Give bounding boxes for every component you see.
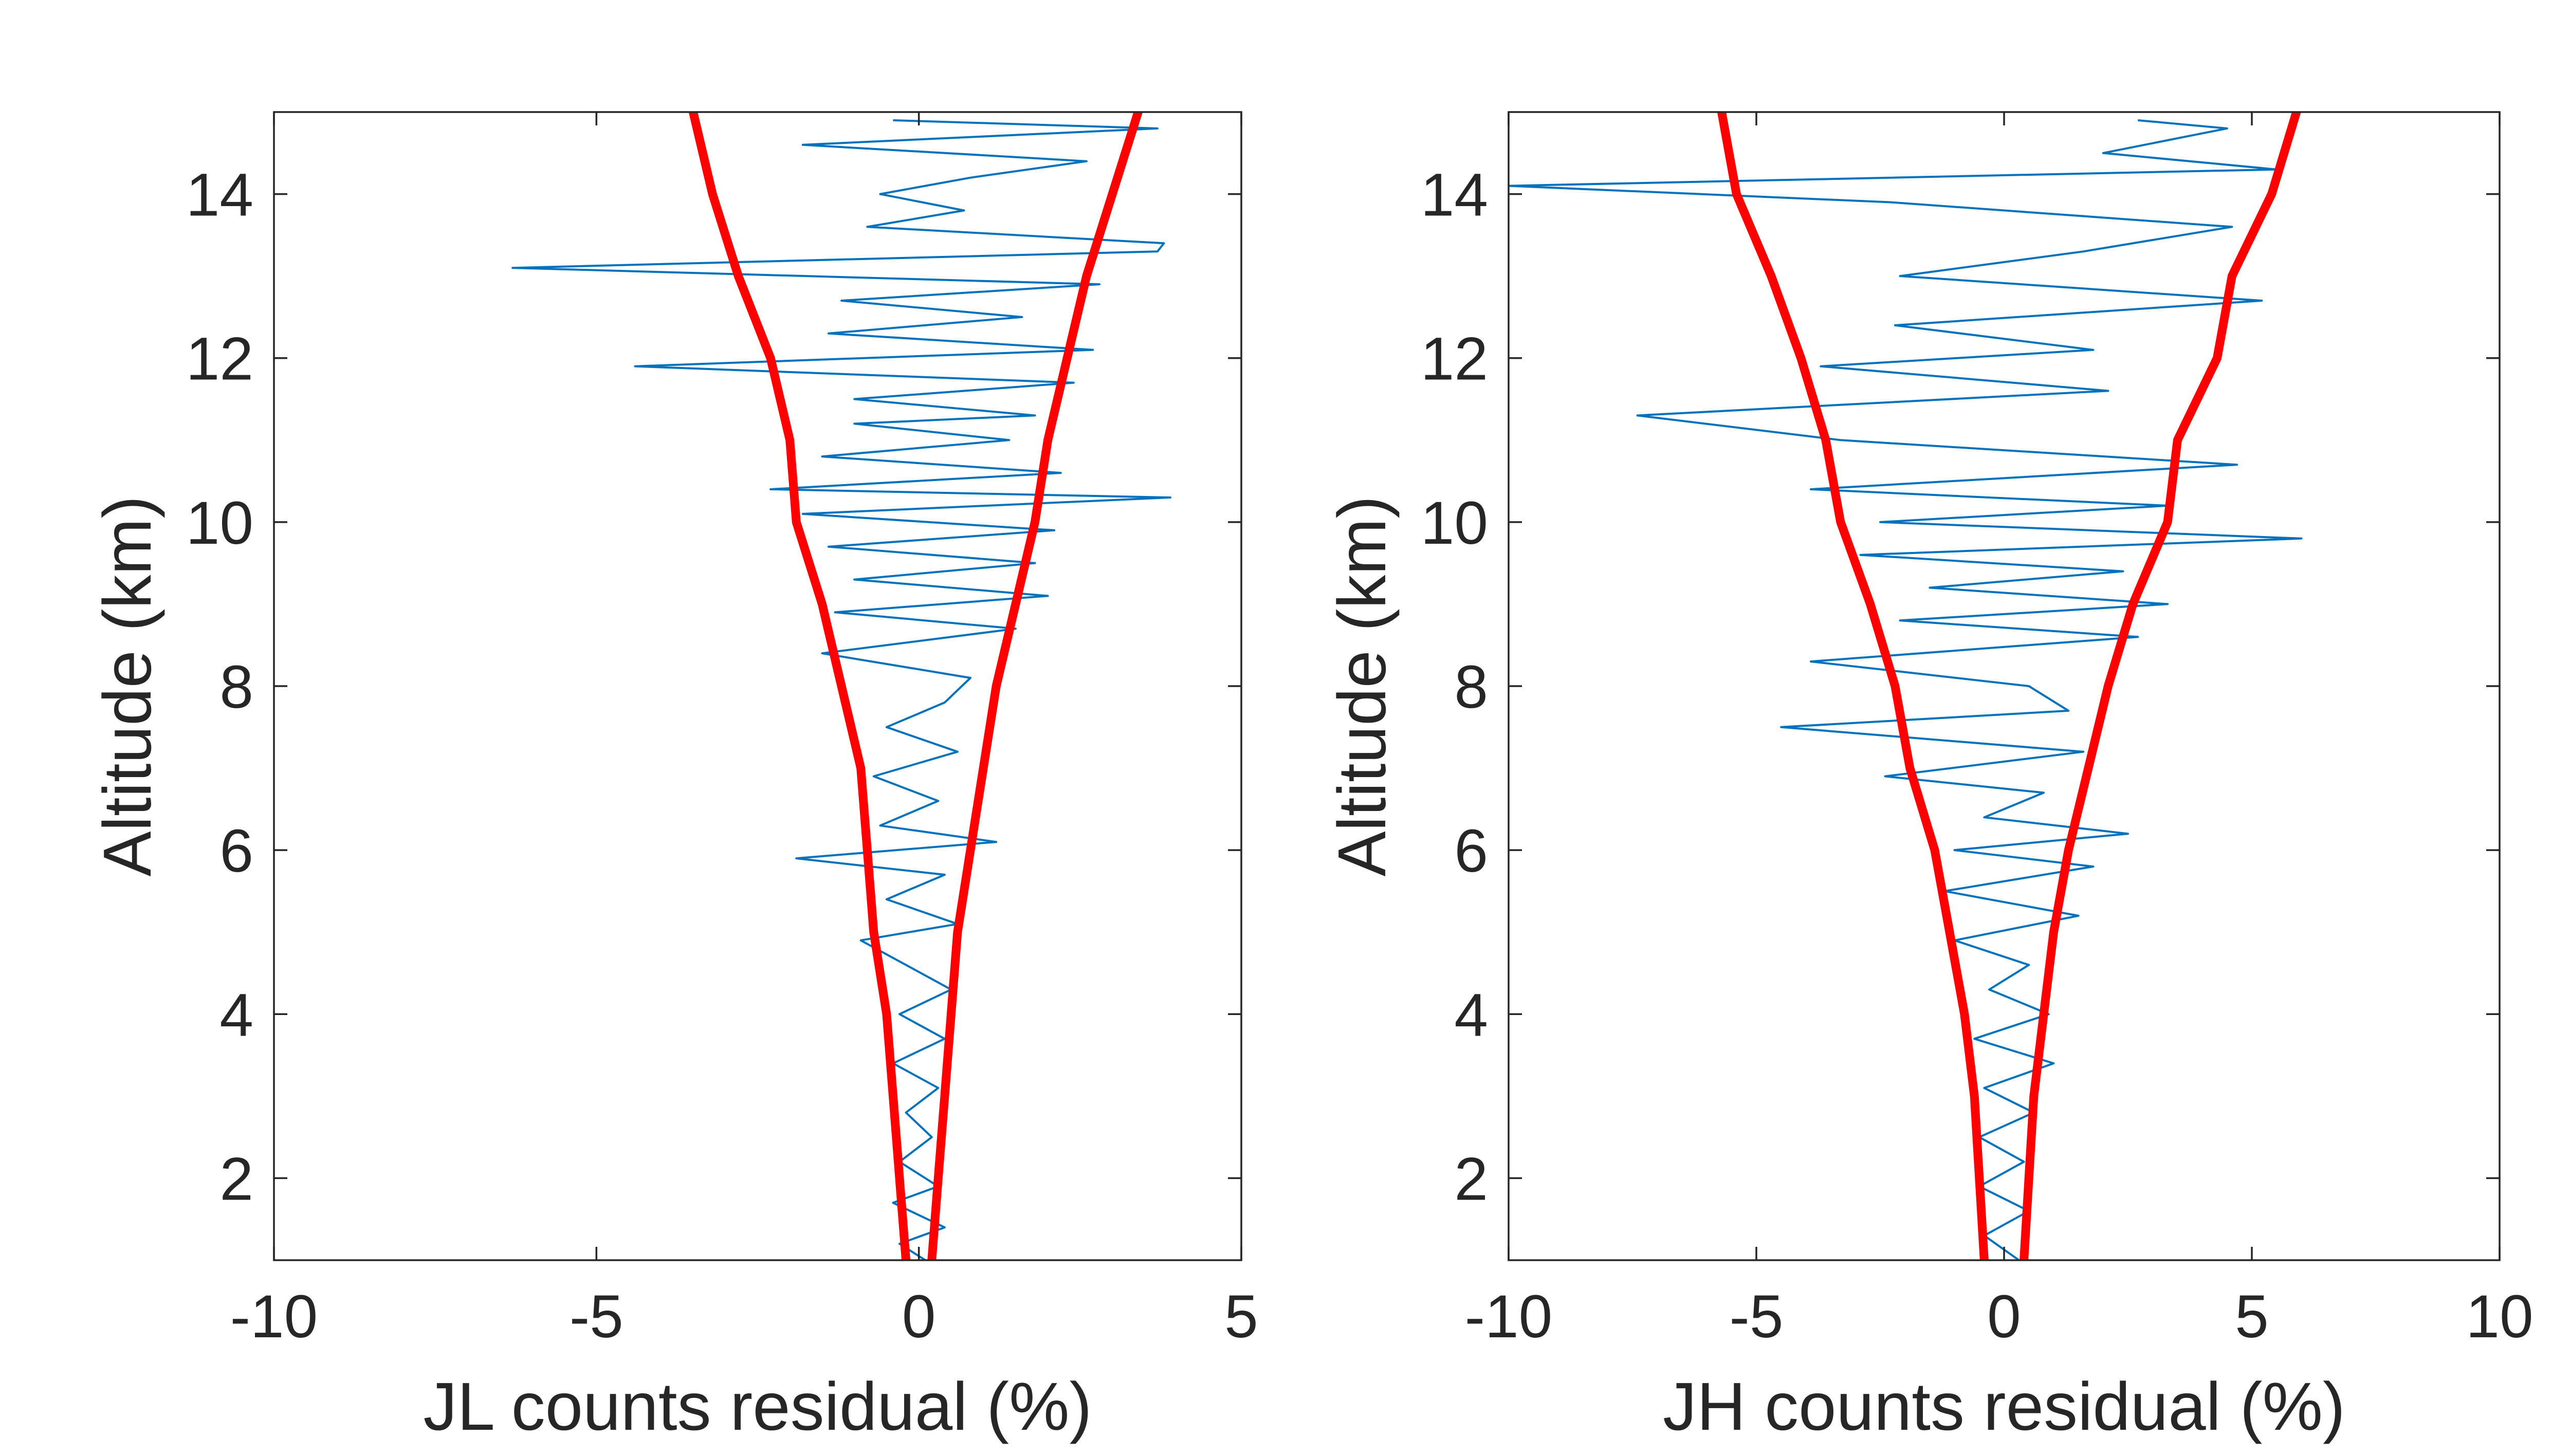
jh-upper-bound-line [2020,112,2301,1260]
x-tick-label: 10 [2466,1283,2533,1351]
chart-panel-jl: -10 -5 0 5 2 4 6 8 10 12 14 JL counts residual (%) A… [89,111,1258,1444]
x-tick-label: -10 [230,1283,318,1351]
x-tick-label: -10 [1465,1283,1553,1351]
chart-panel-jh: -10 -5 0 5 10 2 4 6 8 10 12 14 JH counts residual (%… [1324,111,2534,1444]
y-tick-label: 10 [186,489,253,557]
y-tick-label: 4 [219,981,253,1049]
jl-upper-bound-line [927,112,1143,1260]
y-tick-label: 10 [1421,489,1488,557]
jh-lower-bound-line [1717,112,1989,1260]
x-tick-label: 5 [2235,1283,2269,1351]
y-tick-label: 6 [1454,817,1488,885]
y-tick-label: 2 [219,1145,253,1213]
y-tick-label: 14 [186,161,253,229]
x-axis-label: JL counts residual (%) [424,1369,1092,1444]
x-tick-label: -5 [570,1283,623,1351]
y-tick-label: 4 [1454,981,1488,1049]
y-tick-label: 6 [219,817,253,885]
y-axis-label: Altitude (km) [89,496,165,877]
y-tick-label: 8 [219,653,253,721]
x-axis-label: JH counts residual (%) [1663,1369,2345,1444]
y-axis-label: Altitude (km) [1324,496,1400,877]
x-tick-label: -5 [1730,1283,1784,1351]
y-tick-label: 12 [1421,325,1488,393]
y-tick-label: 14 [1421,161,1488,229]
x-tick-label: 5 [1224,1283,1258,1351]
y-tick-label: 8 [1454,653,1488,721]
jh-axes-frame [1508,111,2501,1261]
jh-residual-line [1509,119,2303,1260]
x-tick-label: 0 [1987,1283,2021,1351]
y-tick-label: 2 [1454,1145,1488,1213]
y-tick-label: 12 [186,325,253,393]
jl-residual-line [511,119,1171,1260]
jl-lower-bound-line [689,112,911,1260]
x-tick-label: 0 [902,1283,936,1351]
